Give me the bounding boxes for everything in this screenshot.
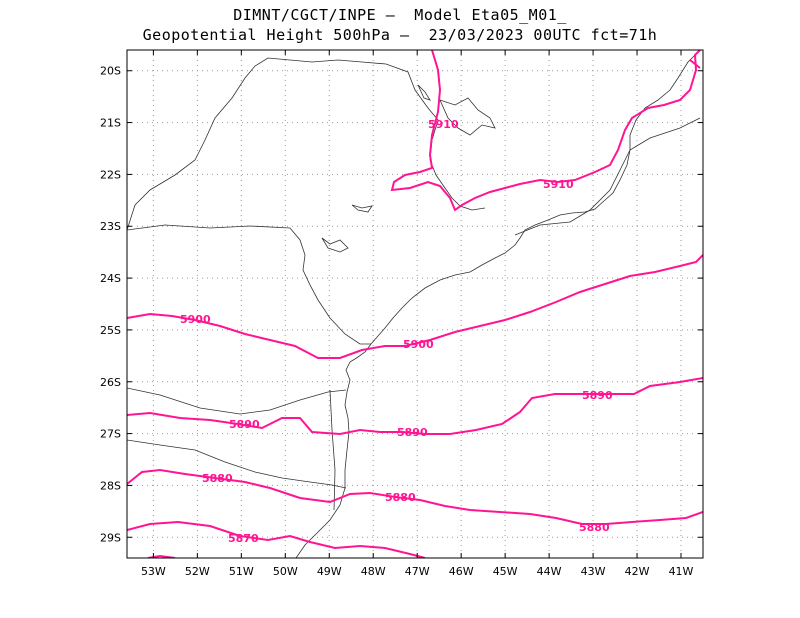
longitude-axis: 53W 52W 51W 50W 49W 48W 47W 46W 45W 44W 43W 42W 41W [141,50,694,578]
state-border-rs-sc [127,439,347,489]
contour-label-5880-c: 5880 [579,521,610,534]
contour-5910-west-loop [390,50,701,212]
contour-5870 [127,520,426,558]
reservoir-4 [417,84,431,101]
contour-label-5890-a: 5890 [229,418,260,431]
lat-tick-label: 26S [100,376,121,389]
contour-label-5880-b: 5880 [385,491,416,504]
geopotential-contours [127,50,703,558]
lon-tick-label: 41W [669,565,694,578]
lon-tick-label: 48W [361,565,386,578]
lon-tick-label: 43W [581,565,606,578]
state-border-mg-rj [514,117,701,236]
lon-tick-label: 49W [317,565,342,578]
lon-tick-label: 45W [493,565,518,578]
state-border-sp-mg [127,57,486,231]
state-border-sc-pr [127,387,347,415]
lon-tick-label: 46W [449,565,474,578]
contour-label-5870: 5870 [228,532,259,545]
reservoir-1 [439,97,496,136]
contour-5910-east-stub [689,59,701,69]
contour-labels: 5910 5910 5900 5900 5890 5890 5890 5880 … [180,118,613,545]
lat-tick-label: 27S [100,428,121,441]
border-misc [329,389,336,511]
coastlines-and-borders [127,50,701,558]
grid-lines [127,50,703,558]
lat-tick-label: 22S [100,168,121,181]
contour-label-5880-a: 5880 [202,472,233,485]
parana-coast [295,343,372,558]
lat-tick-label: 21S [100,117,121,130]
lat-tick-label: 29S [100,531,121,544]
lon-tick-label: 44W [537,565,562,578]
lat-tick-label: 24S [100,272,121,285]
contour-label-5890-b: 5890 [397,426,428,439]
contour-5900 [127,254,703,359]
map-frame [126,49,704,559]
state-border-pr-sp [127,224,371,345]
lat-tick-label: 25S [100,324,121,337]
contour-label-5910-b: 5910 [543,178,574,191]
contour-label-5890-c: 5890 [582,389,613,402]
lon-tick-label: 51W [229,565,254,578]
lon-tick-label: 42W [625,565,650,578]
reservoir-3 [351,204,373,213]
lon-tick-label: 47W [405,565,430,578]
latitude-axis: 20S 21S 22S 23S 24S 25S 26S 27S 28S 29S [100,65,703,544]
lat-tick-label: 23S [100,220,121,233]
lon-tick-label: 50W [273,565,298,578]
lon-tick-label: 53W [141,565,166,578]
contour-label-5900-a: 5900 [180,313,211,326]
atlantic-coastline [370,50,701,345]
title-line-2: Geopotential Height 500hPa – 23/03/2023 … [142,26,658,44]
contour-label-5900-b: 5900 [403,338,434,351]
lat-tick-label: 28S [100,479,121,492]
lon-tick-label: 52W [185,565,210,578]
contour-5880 [127,468,703,525]
contour-5860-arc [147,554,176,558]
lat-tick-label: 20S [100,65,121,78]
reservoir-2 [321,237,349,253]
contour-label-5910-a: 5910 [428,118,459,131]
title-line-1: DIMNT/CGCT/INPE – Model Eta05_M01_ [233,6,567,24]
contour-5890-south [127,377,703,436]
